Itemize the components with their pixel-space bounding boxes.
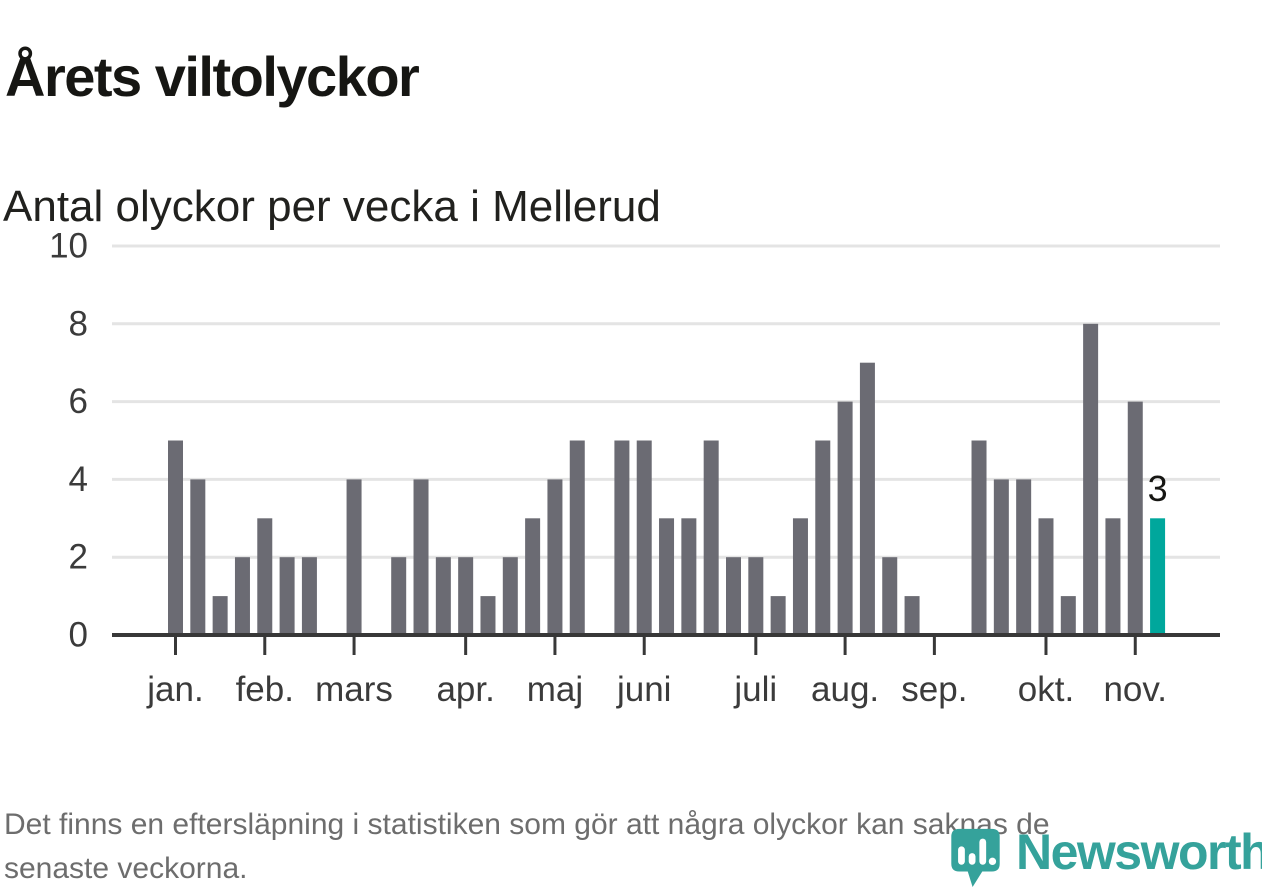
bar (1127, 401, 1143, 635)
bar (792, 518, 808, 635)
bar (614, 440, 630, 635)
x-axis-tick-label: sep. (901, 670, 967, 709)
bar (480, 596, 496, 635)
bar (904, 596, 920, 635)
bar (659, 518, 675, 635)
x-axis-tick-label: nov. (1103, 670, 1167, 709)
x-axis-tick-label: mars (315, 670, 393, 709)
x-axis-tick-label: juli (733, 670, 777, 709)
bar (681, 518, 697, 635)
x-axis-tick-label: maj (527, 670, 583, 709)
x-axis-tick-label: okt. (1018, 670, 1074, 709)
y-axis-tick-label: 0 (69, 616, 88, 655)
bar (234, 557, 250, 635)
y-axis-tick-label: 8 (69, 304, 88, 343)
bar (569, 440, 585, 635)
y-axis-tick-label: 6 (69, 382, 88, 421)
x-axis-tick-label: feb. (236, 670, 294, 709)
bar (391, 557, 407, 635)
bar (636, 440, 652, 635)
y-axis-tick-label: 10 (49, 227, 88, 266)
bar (1038, 518, 1054, 635)
bar (458, 557, 474, 635)
bar (279, 557, 295, 635)
bar (748, 557, 764, 635)
bar (703, 440, 719, 635)
newsworthy-logo: Newsworthy (947, 827, 1262, 887)
x-axis-tick-label: aug. (811, 670, 879, 709)
bar (346, 479, 362, 635)
bar (971, 440, 987, 635)
highlight-value-label: 3 (1148, 468, 1168, 509)
bar (882, 557, 898, 635)
bar (413, 479, 429, 635)
bar (1105, 518, 1121, 635)
bar (168, 440, 183, 635)
x-axis-tick-label: jan. (146, 670, 203, 709)
x-axis-tick-label: juni (616, 670, 671, 709)
bar (1083, 323, 1099, 635)
bar-highlighted (1150, 518, 1166, 635)
bar (770, 596, 786, 635)
page-title: Årets viltolyckor (5, 44, 420, 108)
bar (190, 479, 206, 635)
bar (837, 401, 853, 635)
x-axis-tick-label: apr. (436, 670, 494, 709)
bar (1060, 596, 1076, 635)
y-axis-tick-label: 4 (69, 460, 88, 499)
bar (859, 362, 875, 635)
newsworthy-wordmark: Newsworthy (1016, 824, 1262, 880)
bar (726, 557, 741, 635)
bar (993, 479, 1009, 635)
bar (212, 596, 228, 635)
bar (301, 557, 317, 635)
bar (525, 518, 541, 635)
newsworthy-bubble-chart-icon (951, 828, 1000, 887)
chart-subtitle: Antal olyckor per vecka i Mellerud (3, 181, 661, 231)
bar (502, 557, 518, 635)
bar (815, 440, 831, 635)
bar (547, 479, 563, 635)
bar (1016, 479, 1032, 635)
y-axis-tick-label: 2 (69, 538, 88, 577)
footnote-line: Det finns en eftersläpning i statistiken… (4, 808, 1050, 841)
bar (257, 518, 273, 635)
bar (435, 557, 451, 635)
